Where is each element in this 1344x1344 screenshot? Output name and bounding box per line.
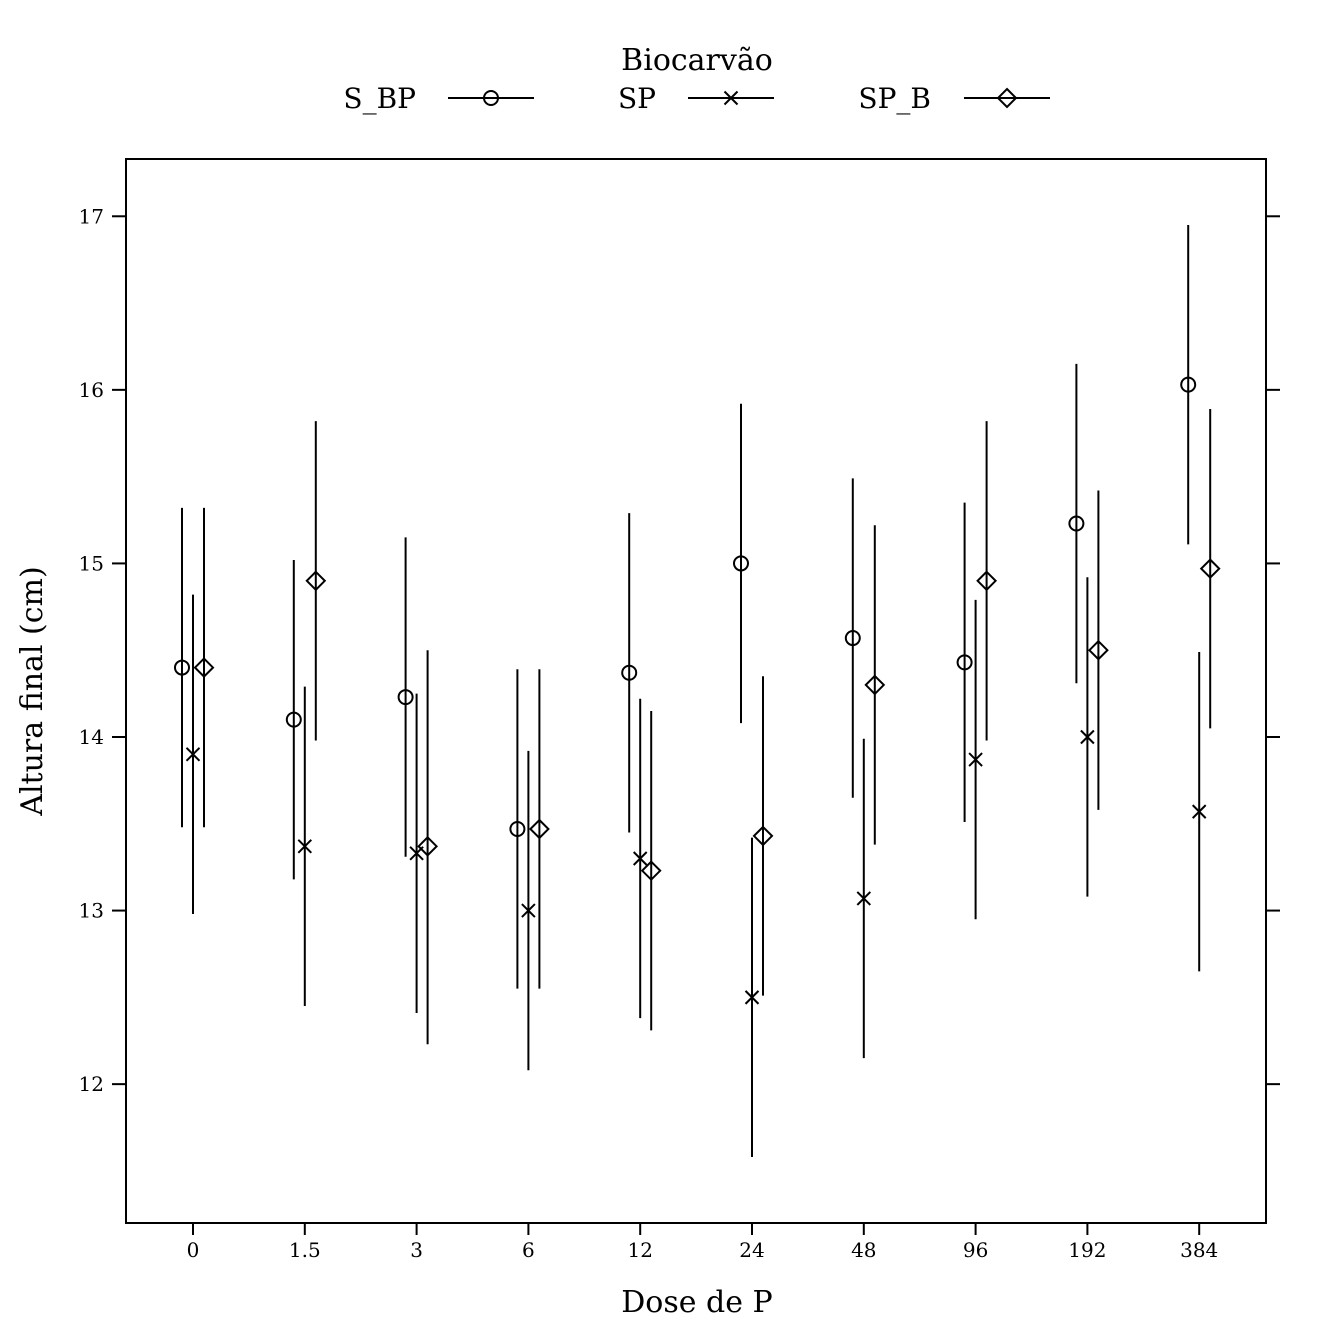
data-point-circle [844, 630, 861, 647]
y-tick-label: 17 [79, 204, 104, 228]
data-point-cross [521, 903, 536, 918]
legend-entry: S_BP [343, 82, 534, 115]
y-tick-label: 12 [79, 1072, 104, 1096]
series-layer [174, 224, 1221, 1158]
data-point-circle [1180, 376, 1197, 393]
data-point-diamond [305, 570, 327, 592]
data-point-cross [632, 851, 648, 866]
x-axis-title: Dose de P [621, 1285, 772, 1320]
legend-entries: S_BP SP SP_B [343, 82, 1050, 115]
x-tick-label: 0 [187, 1238, 200, 1262]
legend-marker-diamond [996, 87, 1018, 109]
data-point-diamond [864, 674, 886, 696]
x-tick-label: 96 [963, 1238, 988, 1262]
legend-entry: SP [618, 82, 774, 115]
data-point-circle [285, 711, 302, 728]
data-point-diamond [1199, 558, 1221, 580]
x-tick-label: 24 [739, 1238, 764, 1262]
y-axis-title: Altura final (cm) [15, 566, 50, 816]
legend-label: SP_B [858, 82, 931, 115]
legend: Biocarvão S_BP SP SP_B [343, 43, 1050, 115]
data-point-circle [956, 654, 973, 671]
legend-marker-circle [483, 90, 499, 106]
x-axis: 0 1.5 3 6 12 24 48 96 192 384 [187, 1223, 1218, 1262]
x-tick-label: 12 [627, 1238, 652, 1262]
series-sp [185, 577, 1207, 1158]
x-tick-label: 48 [851, 1238, 876, 1262]
data-point-circle [733, 555, 749, 572]
data-point-circle [509, 820, 526, 837]
legend-marker-cross [723, 90, 739, 106]
data-point-cross [1080, 729, 1095, 745]
y-axis: 12 13 14 15 16 17 [79, 204, 126, 1096]
y-tick-label: 13 [79, 899, 104, 923]
data-point-diamond [193, 657, 215, 678]
series-s-bp [174, 224, 1197, 989]
data-point-diamond [752, 825, 774, 847]
data-point-circle [397, 689, 414, 706]
plot-frame [125, 158, 1267, 1224]
data-point-diamond [976, 570, 998, 592]
y-tick-label: 15 [79, 551, 104, 575]
y-tick-label: 14 [79, 725, 104, 749]
data-point-diamond [640, 860, 662, 882]
data-point-circle [621, 664, 638, 681]
data-point-cross [744, 990, 760, 1005]
data-point-cross [297, 839, 313, 854]
data-point-diamond [528, 818, 550, 840]
series-sp-b [193, 408, 1221, 1045]
x-tick-label: 1.5 [289, 1238, 321, 1262]
x-tick-label: 3 [410, 1238, 423, 1262]
data-point-cross [185, 747, 201, 762]
y-tick-label: 16 [79, 378, 104, 402]
legend-entry: SP_B [858, 82, 1050, 115]
data-point-cross [1191, 804, 1207, 819]
x-tick-label: 384 [1180, 1238, 1218, 1262]
x-tick-label: 6 [522, 1238, 535, 1262]
legend-label: SP [618, 82, 656, 115]
data-point-diamond [417, 835, 439, 857]
x-tick-label: 192 [1068, 1238, 1106, 1262]
data-point-diamond [1087, 639, 1109, 661]
y-axis-right [1266, 215, 1280, 1086]
data-point-cross [856, 891, 872, 906]
legend-title: Biocarvão [621, 43, 773, 78]
data-point-cross [968, 752, 983, 767]
data-point-circle [1068, 515, 1085, 532]
legend-label: S_BP [343, 82, 416, 115]
data-point-circle [174, 659, 190, 676]
